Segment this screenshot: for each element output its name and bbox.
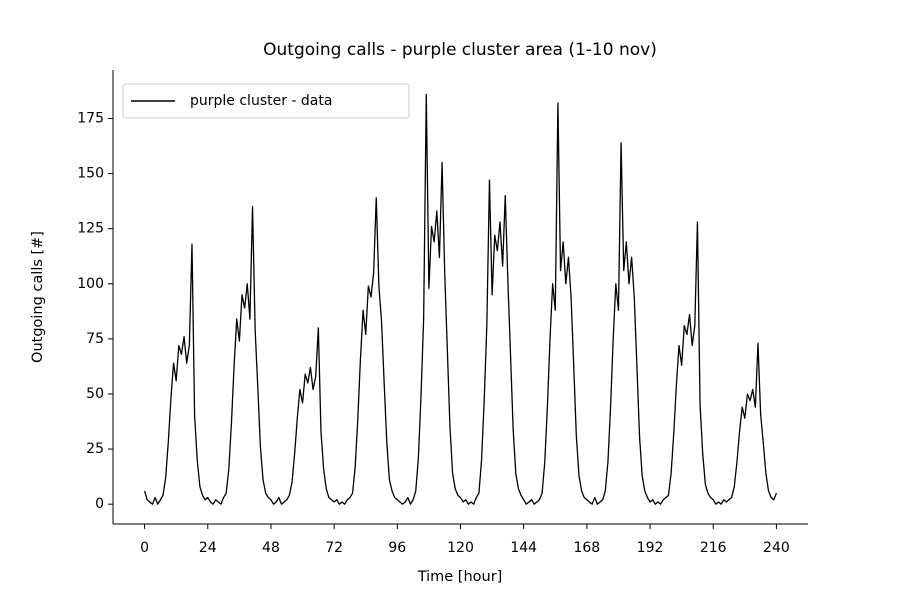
x-tick-label: 120: [447, 540, 474, 556]
y-axis-label: Outgoing calls [#]: [30, 231, 46, 363]
x-tick-label: 144: [510, 540, 537, 556]
legend-label: purple cluster - data: [190, 93, 332, 109]
legend-box: [122, 83, 410, 119]
y-tick-label: 0: [95, 496, 104, 512]
x-tick-label: 240: [763, 540, 790, 556]
y-tick-label: 150: [77, 166, 104, 182]
x-tick-label: 24: [199, 540, 217, 556]
x-tick-label: 48: [262, 540, 280, 556]
x-tick-label: 216: [700, 540, 727, 556]
y-tick-label: 175: [77, 110, 104, 126]
y-tick-label: 75: [86, 331, 104, 347]
x-tick-label: 168: [573, 540, 600, 556]
y-tick-label: 25: [86, 441, 104, 457]
y-tick-label: 50: [86, 386, 104, 402]
x-tick-label: 96: [388, 540, 406, 556]
y-tick-label: 125: [77, 221, 104, 237]
data-line: [143, 93, 778, 505]
x-tick-label: 192: [637, 540, 664, 556]
y-tick-label: 100: [77, 276, 104, 292]
x-tick-label: 0: [140, 540, 149, 556]
x-axis-label: Time [hour]: [417, 569, 503, 585]
x-tick-label: 72: [325, 540, 343, 556]
chart-title: Outgoing calls - purple cluster area (1-…: [263, 40, 657, 60]
